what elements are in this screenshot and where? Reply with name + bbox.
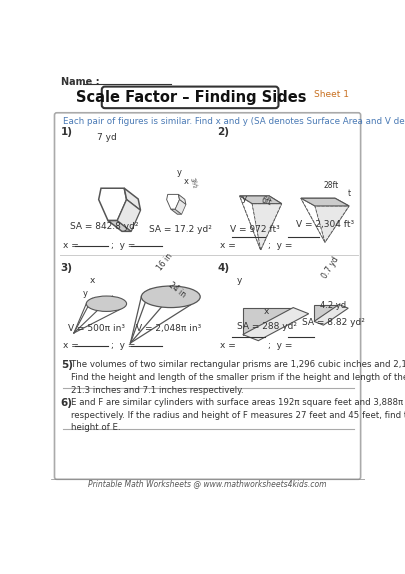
Text: 7 yd: 7 yd [96, 133, 116, 142]
Text: x: x [184, 177, 189, 187]
Text: 5): 5) [61, 360, 73, 370]
Polygon shape [301, 198, 349, 206]
Text: E and F are similar cylinders with surface areas 192π square feet and 3,888π squ: E and F are similar cylinders with surfa… [71, 398, 405, 432]
Text: Each pair of figures is similar. Find x and y (SA denotes Surface Area and V den: Each pair of figures is similar. Find x … [63, 118, 405, 126]
Text: 16 in: 16 in [155, 252, 174, 273]
Text: ;  y =: ; y = [268, 342, 295, 351]
Polygon shape [325, 198, 349, 242]
Text: 6): 6) [61, 398, 73, 408]
Polygon shape [240, 196, 281, 204]
Text: 0.7 yd: 0.7 yd [320, 254, 341, 280]
Polygon shape [243, 308, 309, 341]
Text: 4.2 yd: 4.2 yd [320, 301, 346, 309]
Text: x: x [90, 276, 95, 285]
Text: 28ft: 28ft [324, 181, 339, 190]
Text: 6ft: 6ft [260, 196, 273, 208]
Text: V = 500π in³: V = 500π in³ [68, 324, 125, 333]
Text: SA = 17.2 yd²: SA = 17.2 yd² [149, 225, 212, 234]
Polygon shape [301, 198, 325, 242]
Polygon shape [301, 198, 335, 242]
FancyBboxPatch shape [102, 87, 279, 108]
Text: 24 in: 24 in [167, 281, 188, 300]
Text: y: y [237, 276, 242, 285]
Polygon shape [99, 188, 127, 220]
Polygon shape [314, 304, 348, 325]
Text: 3½: 3½ [189, 177, 197, 189]
Polygon shape [108, 220, 131, 231]
Text: The volumes of two similar rectangular prisms are 1,296 cubic inches and 2,147.4: The volumes of two similar rectangular p… [71, 360, 405, 395]
Text: ;  y =: ; y = [111, 241, 139, 250]
Text: 1): 1) [61, 127, 73, 137]
Text: t: t [347, 189, 351, 198]
Polygon shape [171, 210, 181, 214]
Polygon shape [179, 195, 186, 204]
Text: x: x [264, 307, 269, 316]
Polygon shape [252, 204, 281, 250]
Polygon shape [261, 196, 281, 250]
Text: x =: x = [63, 342, 82, 351]
Text: y: y [83, 289, 88, 298]
Polygon shape [243, 308, 293, 335]
Polygon shape [314, 304, 339, 321]
Text: V = 2,304 ft³: V = 2,304 ft³ [296, 220, 354, 228]
Text: ;  y =: ; y = [111, 342, 139, 351]
Text: SA = 8.82 yd²: SA = 8.82 yd² [303, 317, 365, 327]
Polygon shape [124, 188, 141, 210]
Text: x =: x = [220, 342, 238, 351]
Polygon shape [167, 195, 179, 210]
Text: x =: x = [220, 241, 238, 250]
Text: SA = 288 yd²: SA = 288 yd² [237, 322, 296, 331]
Text: ;  y =: ; y = [268, 241, 295, 250]
Polygon shape [240, 196, 269, 250]
Text: y: y [242, 195, 247, 203]
Polygon shape [117, 200, 141, 231]
Text: 4): 4) [217, 263, 229, 273]
Text: Scale Factor – Finding Sides: Scale Factor – Finding Sides [77, 90, 307, 105]
Text: V = 2,048π in³: V = 2,048π in³ [136, 324, 201, 333]
Text: Sheet 1: Sheet 1 [314, 90, 349, 99]
Polygon shape [315, 206, 349, 242]
Text: y: y [177, 168, 182, 177]
Text: Name :: Name : [61, 77, 99, 87]
Text: SA = 842.8 yd²: SA = 842.8 yd² [70, 222, 139, 231]
Text: 3): 3) [61, 263, 73, 273]
Ellipse shape [86, 296, 127, 312]
Polygon shape [240, 196, 261, 250]
FancyBboxPatch shape [55, 113, 360, 479]
Ellipse shape [141, 286, 200, 308]
Text: x =: x = [63, 241, 82, 250]
Text: 2): 2) [217, 127, 229, 137]
Text: V = 972 ft³: V = 972 ft³ [230, 225, 280, 234]
Text: Printable Math Worksheets @ www.mathworksheets4kids.com: Printable Math Worksheets @ www.mathwork… [88, 479, 326, 488]
Polygon shape [175, 200, 186, 214]
